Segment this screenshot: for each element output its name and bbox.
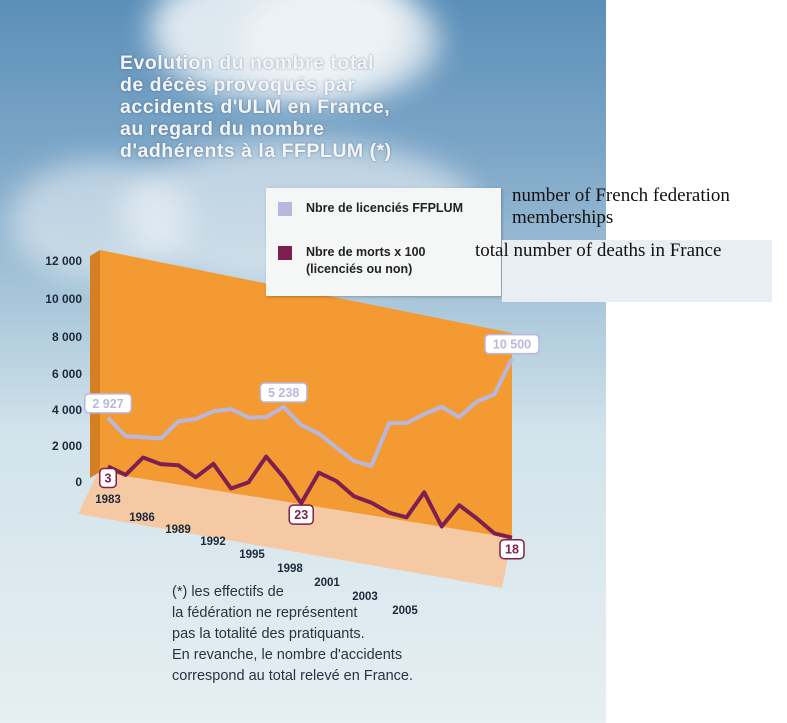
- y-tick-label: 12 000: [45, 254, 82, 268]
- data-label: 3: [105, 471, 112, 485]
- y-tick-label: 0: [75, 475, 82, 489]
- plot-side: [90, 250, 100, 478]
- data-label-box: [499, 538, 525, 560]
- x-tick-label: 1995: [239, 549, 265, 561]
- legend-swatch-deaths: [278, 246, 292, 260]
- data-label: 18: [505, 543, 519, 557]
- chart-floor: [78, 472, 512, 588]
- legend-swatch-memberships: [278, 202, 292, 216]
- annotation-background: [502, 240, 772, 302]
- data-label: 2 927: [92, 397, 123, 411]
- footnote: (*) les effectifs de la fédération ne re…: [172, 584, 413, 684]
- legend-label-deaths: Nbre de morts x 100 (licenciés ou non): [306, 245, 426, 276]
- y-tick-label: 6 000: [52, 367, 82, 381]
- x-tick-label: 1998: [277, 563, 303, 575]
- data-label: 5 238: [268, 386, 299, 400]
- data-label-box: [259, 382, 308, 403]
- x-tick-label: 1986: [129, 512, 155, 524]
- data-label-box: [484, 333, 540, 355]
- x-tick-label: 1983: [95, 494, 121, 506]
- annotation-memberships: number of French federation memberships: [512, 185, 730, 228]
- series-line-deaths: [107, 454, 513, 540]
- y-tick-label: 10 000: [45, 292, 82, 306]
- annotation-deaths: total number of deaths in France: [475, 240, 722, 261]
- data-label: 23: [294, 508, 308, 522]
- x-tick-label: 1992: [200, 536, 226, 548]
- line-chart: 0 2 000 4 000 6 000 8 000 10 000 12 000 1983 198…: [45, 250, 540, 617]
- legend: Nbre de licenciés FFPLUM Nbre de morts x…: [266, 188, 501, 296]
- y-tick-label: 8 000: [52, 330, 82, 344]
- legend-label-memberships: Nbre de licenciés FFPLUM: [306, 201, 463, 215]
- y-tick-label: 4 000: [52, 403, 82, 417]
- x-tick-label: 2005: [392, 605, 418, 617]
- chart-title: Evolution du nombre total de décès provo…: [120, 52, 392, 162]
- cloud-shape: [240, 0, 440, 100]
- chart-panel: Evolution du nombre total de décès provo…: [0, 0, 606, 723]
- data-label: 10 500: [493, 338, 531, 352]
- x-tick-label: 2001: [314, 577, 340, 589]
- data-label-box: [288, 504, 314, 525]
- y-tick-label: 2 000: [52, 439, 82, 453]
- series-line-memberships: [106, 357, 514, 468]
- data-label-box: [84, 393, 132, 414]
- x-tick-label: 2003: [352, 591, 378, 603]
- x-tick-label: 1989: [165, 524, 191, 536]
- data-label-box: [99, 467, 117, 489]
